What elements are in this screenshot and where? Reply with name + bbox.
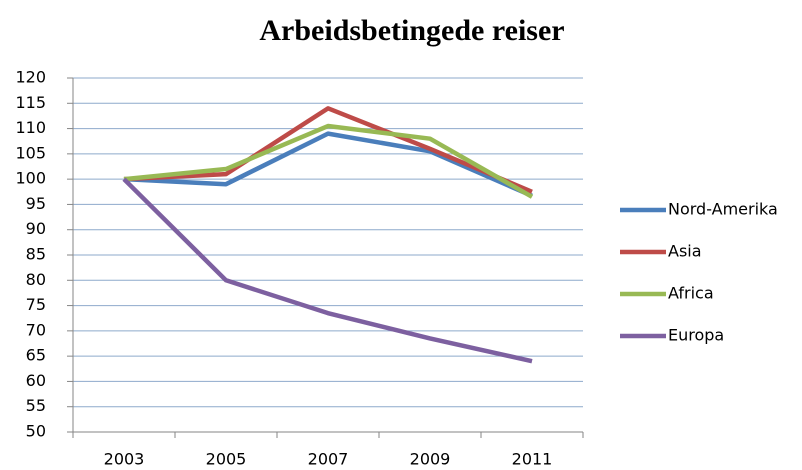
legend-label: Europa [668,326,724,345]
x-tick-label: 2005 [206,450,247,469]
y-tick-label: 105 [15,143,46,162]
legend-label: Africa [668,284,714,303]
x-tick-label: 2009 [410,450,451,469]
y-tick-label: 95 [26,194,46,213]
y-tick-label: 75 [26,295,46,314]
series-line [123,131,533,198]
y-tick-label: 50 [26,422,46,441]
y-tick-label: 55 [26,396,46,415]
y-tick-label: 70 [26,320,46,339]
y-tick-label: 100 [15,169,46,188]
legend-label: Asia [668,242,702,261]
series-line [123,123,534,199]
series-line [123,106,533,194]
x-tick-label: 2003 [104,450,145,469]
chart-title: Arbeidsbetingede reiser [259,14,564,47]
y-tick-label: 115 [15,93,46,112]
legend-label: Nord-Amerika [668,200,778,219]
y-tick-label: 80 [26,270,46,289]
y-tick-label: 90 [26,219,46,238]
y-tick-label: 65 [26,346,46,365]
y-tick-label: 60 [26,371,46,390]
y-tick-label: 85 [26,245,46,264]
series-line [122,177,533,364]
x-tick-label: 2007 [308,450,349,469]
y-tick-label: 120 [15,68,46,87]
y-tick-label: 110 [15,118,46,137]
x-tick-label: 2011 [512,450,553,469]
